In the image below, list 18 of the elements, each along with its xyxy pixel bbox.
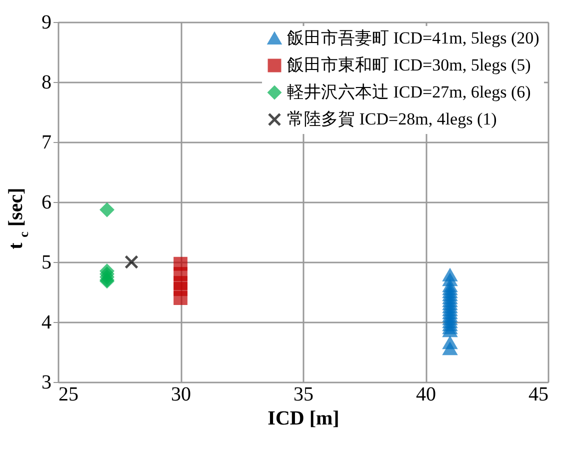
legend-label: 軽井沢六本辻 ICD=27m, 6legs (6) <box>287 82 531 102</box>
y-tick-label: 6 <box>42 192 52 214</box>
x-tick-label: 45 <box>528 384 548 406</box>
legend-label: 飯田市東和町 ICD=30m, 5legs (5) <box>287 56 531 74</box>
y-tick-label: 9 <box>42 12 52 34</box>
y-tick-label: 7 <box>42 132 52 154</box>
legend-label: 飯田市吾妻町 ICD=41m, 5legs (20) <box>287 28 540 48</box>
y-tick-label: 3 <box>42 372 52 394</box>
x-tick-label: 35 <box>294 384 314 406</box>
y-tick-label: 8 <box>42 72 52 94</box>
legend-label: 常陸多賀 ICD=28m, 4legs (1) <box>287 110 497 128</box>
x-axis-title: ICD [m] <box>268 408 340 430</box>
y-tick-label: 4 <box>42 312 52 334</box>
x-tick-label: 40 <box>416 384 436 406</box>
y-axis-title: tc [sec] <box>5 188 31 250</box>
y-tick-label: 5 <box>42 252 52 274</box>
x-tick-label: 30 <box>171 384 191 406</box>
x-tick-label: 25 <box>58 384 78 406</box>
